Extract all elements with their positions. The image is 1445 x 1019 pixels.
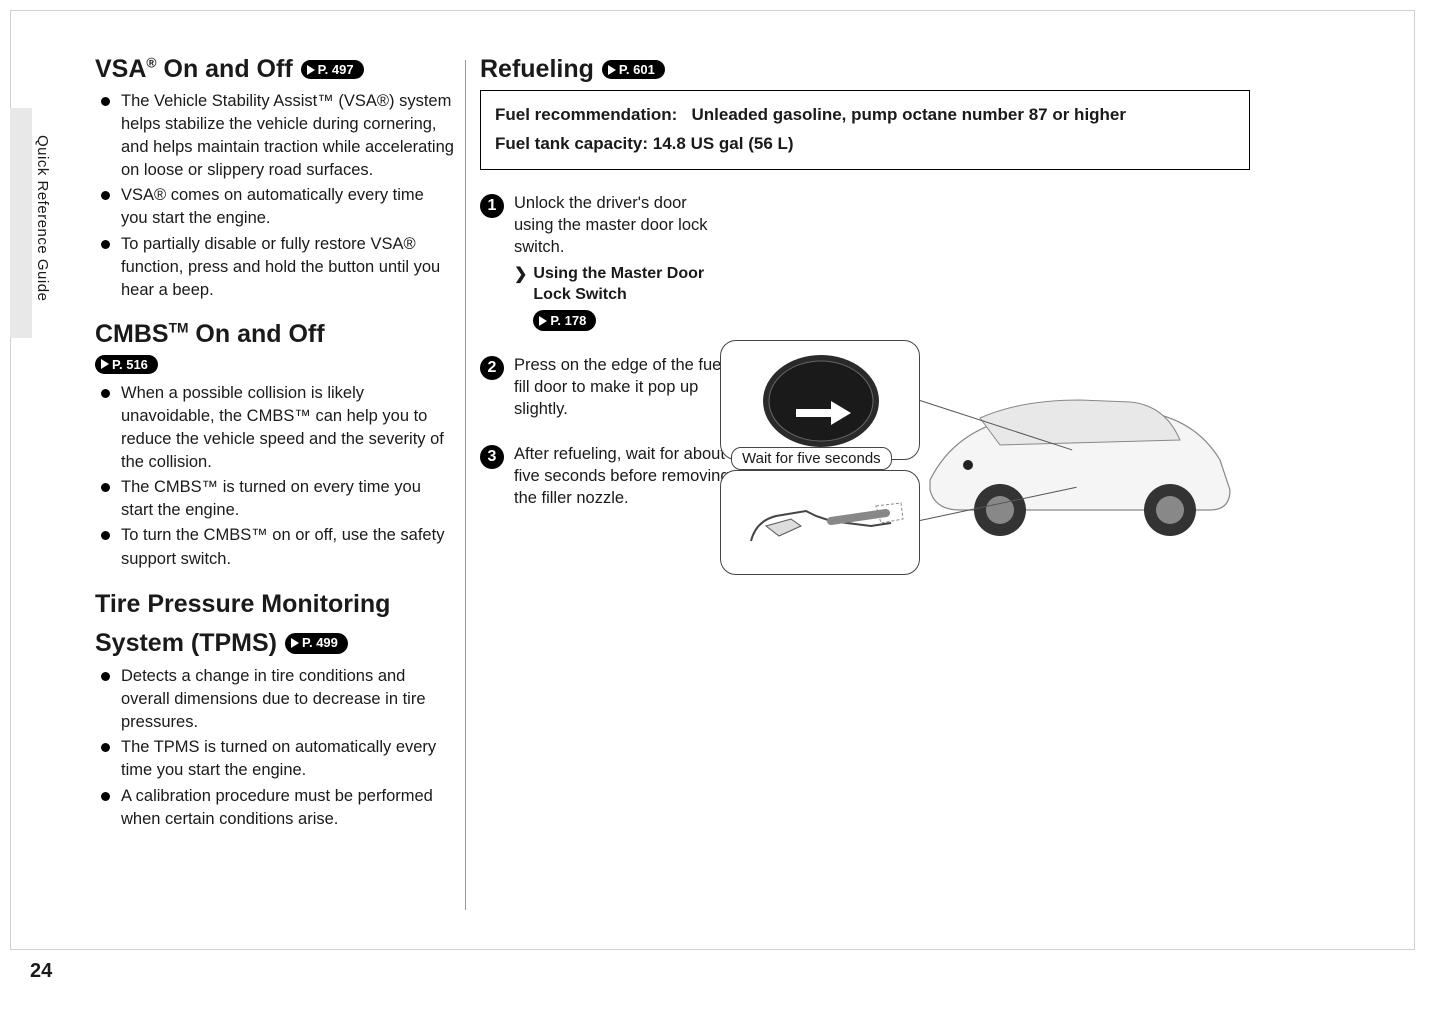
cmbs-title-pre: CMBS (95, 320, 169, 348)
step-2: 2 Press on the edge of the fuel fill doo… (480, 354, 730, 421)
arrow-right-icon (608, 65, 616, 75)
step-3: 3 After refueling, wait for about five s… (480, 443, 730, 510)
page-ref-text: P. 601 (619, 62, 655, 77)
list-item: The TPMS is turned on automatically ever… (99, 736, 455, 782)
car-illustration (920, 370, 1240, 550)
page-ref-badge[interactable]: P. 516 (95, 355, 158, 374)
page-ref-text: P. 497 (318, 62, 354, 77)
page-ref-text: P. 516 (112, 357, 148, 372)
cmbs-title-sup: TM (169, 321, 189, 336)
refuel-illustration: Wait for five seconds (720, 340, 1240, 610)
left-column: VSA® On and Off P. 497 The Vehicle Stabi… (95, 55, 455, 849)
step-1: 1 Unlock the driver's door using the mas… (480, 192, 730, 332)
tpms-bullets: Detects a change in tire conditions and … (99, 665, 455, 831)
side-section-label: Quick Reference Guide (34, 135, 51, 301)
page-ref-badge[interactable]: P. 497 (301, 60, 364, 79)
fuel-recommendation: Fuel recommendation: Unleaded gasoline, … (495, 101, 1235, 130)
vsa-title-post: On and Off (157, 55, 293, 83)
side-tab (10, 108, 32, 338)
fuel-door-illustration (720, 340, 920, 460)
page-ref-text: P. 499 (302, 635, 338, 651)
vsa-bullets: The Vehicle Stability Assist™ (VSA®) sys… (99, 90, 455, 302)
list-item: VSA® comes on automatically every time y… (99, 184, 455, 230)
arrow-right-icon (101, 359, 109, 369)
list-item: A calibration procedure must be performe… (99, 785, 455, 831)
fuel-capacity: Fuel tank capacity: 14.8 US gal (56 L) (495, 130, 1235, 159)
vsa-heading: VSA® On and Off P. 497 (95, 55, 455, 84)
vsa-title-pre: VSA (95, 55, 146, 83)
arrow-right-icon (307, 65, 315, 75)
refueling-heading: Refueling P. 601 (480, 55, 1250, 84)
list-item: The Vehicle Stability Assist™ (VSA®) sys… (99, 90, 455, 182)
arrow-right-icon (539, 316, 547, 326)
cmbs-heading: CMBSTM On and Off (95, 320, 455, 349)
step-number-badge: 1 (480, 194, 504, 218)
wait-callout: Wait for five seconds (731, 447, 892, 470)
step-text: Unlock the driver's door using the maste… (514, 192, 730, 259)
step-cross-ref[interactable]: ❯ Using the Master Door Lock Switch P. 1… (514, 263, 730, 332)
refueling-title: Refueling (480, 55, 594, 84)
page-ref-badge[interactable]: P. 178 (533, 310, 596, 332)
tpms-title-line2: System (TPMS) (95, 628, 277, 659)
page-ref-text: P. 178 (550, 312, 586, 330)
column-divider (465, 60, 466, 910)
list-item: The CMBS™ is turned on every time you st… (99, 476, 455, 522)
page-ref-badge[interactable]: P. 499 (285, 633, 348, 653)
ref-title: Using the Master Door Lock Switch (533, 263, 730, 306)
arrow-right-icon (291, 638, 299, 648)
fuel-rec-label: Fuel recommendation: (495, 105, 677, 124)
list-item: When a possible collision is likely unav… (99, 382, 455, 474)
list-item: To turn the CMBS™ on or off, use the saf… (99, 524, 455, 570)
fuel-nozzle-illustration: Wait for five seconds (720, 470, 920, 575)
step-number-badge: 3 (480, 445, 504, 469)
cmbs-bullets: When a possible collision is likely unav… (99, 382, 455, 571)
fuel-info-box: Fuel recommendation: Unleaded gasoline, … (480, 90, 1250, 170)
step-text: After refueling, wait for about five sec… (514, 443, 730, 510)
step-number-badge: 2 (480, 356, 504, 380)
cmbs-title-post: On and Off (188, 320, 324, 348)
link-arrow-icon: ❯ (514, 264, 527, 286)
tpms-title-line1: Tire Pressure Monitoring (95, 589, 455, 620)
refuel-steps: 1 Unlock the driver's door using the mas… (480, 192, 730, 510)
list-item: Detects a change in tire conditions and … (99, 665, 455, 734)
step-text: Press on the edge of the fuel fill door … (514, 354, 730, 421)
fuel-rec-value: Unleaded gasoline, pump octane number 87… (691, 105, 1126, 124)
vsa-title-sup: ® (146, 56, 156, 71)
page-ref-badge[interactable]: P. 601 (602, 60, 665, 79)
page-number: 24 (30, 960, 52, 983)
list-item: To partially disable or fully restore VS… (99, 233, 455, 302)
tpms-heading: Tire Pressure Monitoring System (TPMS) P… (95, 589, 455, 660)
